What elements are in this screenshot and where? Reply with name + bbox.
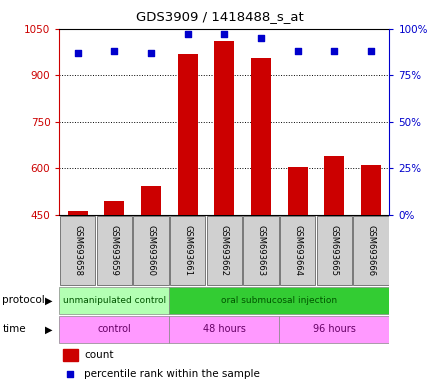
Text: 96 hours: 96 hours (313, 324, 356, 334)
Point (184, 31, 191, 38)
FancyBboxPatch shape (170, 217, 205, 285)
FancyBboxPatch shape (60, 217, 95, 285)
Text: GSM693659: GSM693659 (110, 225, 119, 276)
Text: GSM693660: GSM693660 (147, 225, 156, 276)
Bar (68, 211, 88, 215)
Bar (104, 201, 125, 215)
Bar (324, 156, 345, 215)
Text: count: count (84, 349, 114, 359)
Text: GSM693658: GSM693658 (73, 225, 82, 276)
Bar (214, 41, 235, 215)
FancyBboxPatch shape (353, 217, 389, 285)
FancyBboxPatch shape (279, 316, 389, 343)
Point (331, 48, 338, 54)
Text: GSM693662: GSM693662 (220, 225, 229, 276)
FancyBboxPatch shape (97, 217, 132, 285)
Text: protocol: protocol (2, 295, 45, 306)
FancyBboxPatch shape (59, 287, 169, 314)
Bar (251, 58, 271, 215)
Point (294, 48, 301, 54)
Text: time: time (2, 324, 26, 334)
Text: oral submucosal injection: oral submucosal injection (221, 296, 337, 305)
FancyBboxPatch shape (59, 316, 169, 343)
FancyBboxPatch shape (133, 217, 169, 285)
Point (66, 371, 73, 377)
FancyBboxPatch shape (169, 316, 279, 343)
Point (221, 31, 228, 38)
FancyBboxPatch shape (243, 217, 279, 285)
Text: GSM693663: GSM693663 (257, 225, 266, 276)
FancyBboxPatch shape (169, 287, 389, 314)
Bar (178, 54, 198, 215)
Text: ▶: ▶ (44, 324, 52, 334)
Point (111, 48, 118, 54)
Bar (361, 166, 381, 215)
Text: GDS3909 / 1418488_s_at: GDS3909 / 1418488_s_at (136, 10, 304, 23)
Bar (288, 167, 308, 215)
Text: unmanipulated control: unmanipulated control (63, 296, 166, 305)
Text: GSM693664: GSM693664 (293, 225, 302, 276)
FancyBboxPatch shape (317, 217, 352, 285)
Bar (63, 349, 77, 361)
Point (147, 50, 154, 56)
Point (367, 48, 374, 54)
Text: control: control (98, 324, 131, 334)
FancyBboxPatch shape (280, 217, 315, 285)
Point (257, 35, 264, 41)
Point (74, 50, 81, 56)
Text: 48 hours: 48 hours (203, 324, 246, 334)
Text: GSM693665: GSM693665 (330, 225, 339, 276)
Text: GSM693661: GSM693661 (183, 225, 192, 276)
Text: percentile rank within the sample: percentile rank within the sample (84, 369, 260, 379)
Bar (141, 185, 161, 215)
Text: GSM693666: GSM693666 (367, 225, 376, 276)
Text: ▶: ▶ (44, 295, 52, 306)
FancyBboxPatch shape (207, 217, 242, 285)
